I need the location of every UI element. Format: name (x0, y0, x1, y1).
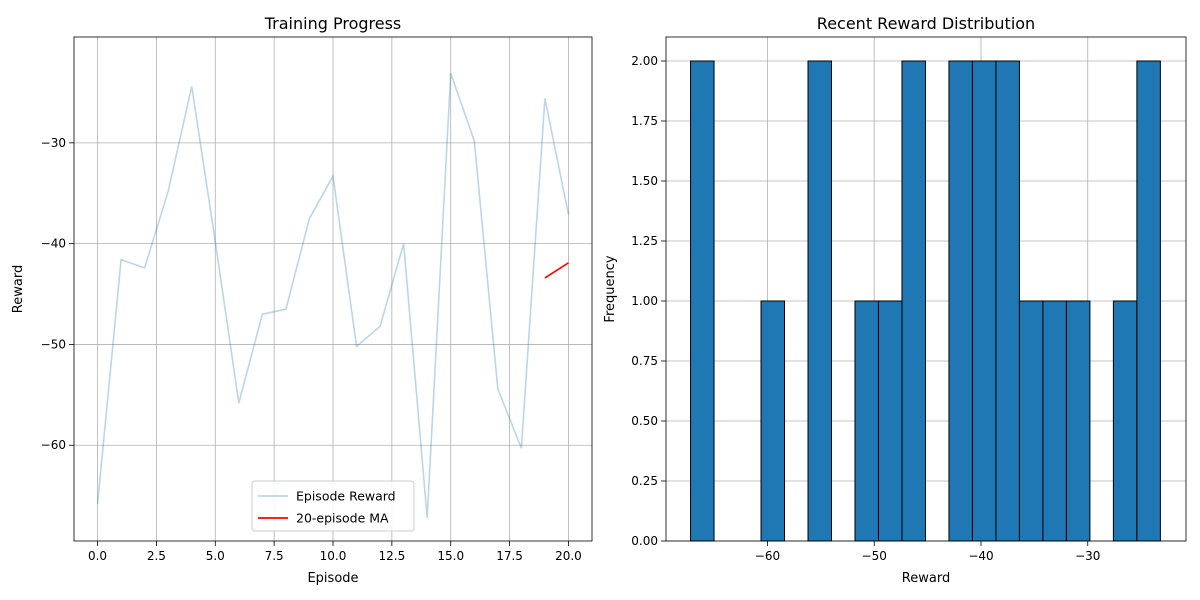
x-tick-label: 5.0 (206, 549, 225, 563)
series-line-0 (96, 73, 570, 518)
histogram-bar (1112, 300, 1138, 542)
histogram-bar (971, 60, 997, 542)
histogram-bar (877, 300, 903, 542)
x-tick-label: 0.0 (88, 549, 107, 563)
x-tick-label: 2.5 (147, 549, 166, 563)
legend-label: 20-episode MA (296, 511, 389, 526)
legend-box (251, 480, 415, 532)
y-tick-label: 1.00 (631, 294, 658, 308)
histogram-bar (948, 60, 973, 542)
y-tick-label: 1.50 (631, 174, 658, 188)
x-tick-label: 7.5 (265, 549, 284, 563)
y-tick-label: −50 (41, 337, 66, 351)
y-tick-label: 0.75 (631, 354, 658, 368)
x-tick-label: −50 (862, 549, 887, 563)
histogram-bar (995, 60, 1020, 542)
y-tick-label: 1.75 (631, 114, 658, 128)
y-tick-label: −60 (41, 438, 66, 452)
histogram-bar (1136, 60, 1161, 542)
y-tick-label: −40 (41, 237, 66, 251)
plot-frame (665, 36, 1187, 542)
x-axis-label: Reward (902, 571, 950, 586)
legend: Episode Reward 20-episode MA (251, 480, 415, 532)
y-tick-label: 0.50 (631, 414, 658, 428)
chart-title: Training Progress (264, 14, 402, 33)
x-tick-label: 15.0 (437, 549, 464, 563)
x-tick-label: 10.0 (320, 549, 347, 563)
reward-distribution-chart: −60 −50 −40 −30 0.00 0.25 0.50 0.75 1.00 1.25 1.50… (603, 14, 1187, 586)
series-line-1 (544, 262, 569, 279)
x-tick-label: 17.5 (496, 549, 523, 563)
histogram-bar (760, 300, 786, 542)
x-axis-label: Episode (307, 571, 358, 586)
y-axis-label: Reward (11, 265, 26, 313)
histogram-bar (807, 60, 833, 542)
legend-label: Episode Reward (296, 489, 396, 504)
y-tick-label: −30 (41, 136, 66, 150)
y-tick-label: 0.00 (631, 534, 658, 548)
x-tick-label: 12.5 (379, 549, 406, 563)
histogram-bar (1042, 300, 1067, 542)
x-tick-label: −60 (755, 549, 780, 563)
y-tick-label: 2.00 (631, 54, 658, 68)
y-tick-label: 1.25 (631, 234, 658, 248)
y-tick-label: 0.25 (631, 474, 658, 488)
x-tick-label: −30 (1075, 549, 1100, 563)
histogram-bar (690, 60, 715, 542)
histogram-bar (1065, 300, 1091, 542)
histogram-bar (1018, 300, 1044, 542)
histogram-bar (854, 300, 879, 542)
histogram-bar (901, 60, 926, 542)
y-axis-label: Frequency (603, 255, 618, 322)
chart-title: Recent Reward Distribution (817, 14, 1035, 33)
training-progress-chart: 0.0 2.5 5.0 7.5 10.0 12.5 15.0 17.5 20.0 −60 −50 −4… (11, 14, 593, 586)
x-tick-label: 20.0 (555, 549, 582, 563)
x-tick-label: −40 (968, 549, 993, 563)
